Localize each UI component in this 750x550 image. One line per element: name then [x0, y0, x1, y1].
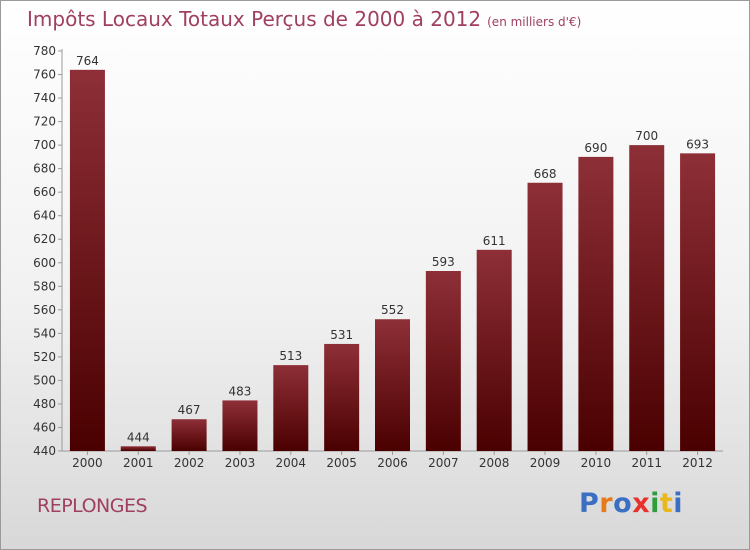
logo-letter: o	[613, 488, 633, 519]
y-tick-label: 480	[33, 397, 56, 411]
bar	[527, 182, 563, 451]
bar-value-label: 513	[279, 349, 302, 363]
bar	[476, 249, 512, 451]
y-tick-label: 600	[33, 256, 56, 270]
logo-letter: t	[659, 488, 674, 519]
x-tick-label: 2012	[682, 456, 713, 470]
bar-value-label: 668	[534, 167, 557, 181]
bar-value-label: 693	[686, 137, 709, 151]
proxiti-logo[interactable]: Proxiti	[579, 488, 683, 519]
x-tick-label: 2008	[479, 456, 510, 470]
bar	[425, 271, 461, 451]
bar	[120, 446, 156, 451]
y-tick-label: 660	[33, 185, 56, 199]
y-tick-label: 720	[33, 115, 56, 129]
y-tick-label: 620	[33, 232, 56, 246]
bar	[680, 153, 716, 451]
y-tick-label: 680	[33, 162, 56, 176]
chart-unit-note: (en milliers d'€)	[487, 15, 582, 29]
y-tick-label: 740	[33, 91, 56, 105]
bar	[375, 319, 410, 451]
bar	[273, 365, 309, 451]
bar	[578, 156, 614, 451]
bar-value-label: 467	[178, 403, 201, 417]
x-tick-label: 2006	[377, 456, 408, 470]
bar-value-label: 700	[635, 129, 658, 143]
logo-letter: P	[579, 488, 600, 519]
bar-value-label: 764	[76, 54, 99, 68]
chart-title: Impôts Locaux Totaux Perçus de 2000 à 20…	[27, 7, 581, 31]
y-tick-label: 780	[33, 44, 56, 58]
x-tick-label: 2011	[631, 456, 662, 470]
x-tick-label: 2004	[276, 456, 307, 470]
commune-name: REPLONGES	[37, 495, 148, 517]
bar	[629, 145, 665, 451]
bar	[324, 343, 360, 451]
x-tick-label: 2009	[530, 456, 561, 470]
logo-letter: i	[673, 488, 684, 519]
x-tick-label: 2001	[123, 456, 154, 470]
bar	[69, 69, 105, 451]
logo-letter: i	[650, 488, 660, 519]
bar-layer	[69, 69, 716, 451]
axis-layer: 440 460 480 500 520 540 560 580 600 620 640 660 680 7…	[33, 44, 723, 470]
x-tick-label: 2010	[581, 456, 612, 470]
bar-value-label: 552	[381, 303, 404, 317]
bar-value-label: 593	[432, 255, 455, 269]
bar-value-label: 611	[483, 234, 506, 248]
y-tick-label: 500	[33, 373, 56, 387]
logo-letter: r	[599, 488, 614, 519]
y-tick-label: 580	[33, 279, 56, 293]
y-tick-label: 440	[33, 444, 56, 458]
chart-title-text: Impôts Locaux Totaux Perçus de 2000 à 20…	[27, 7, 482, 31]
bar	[171, 419, 207, 451]
bar	[222, 400, 258, 451]
x-tick-label: 2000	[72, 456, 103, 470]
bar-value-label: 483	[229, 384, 252, 398]
y-tick-label: 460	[33, 420, 56, 434]
x-tick-label: 2005	[326, 456, 357, 470]
logo-letter: x	[632, 488, 651, 519]
bar-value-label: 690	[584, 141, 607, 155]
y-tick-label: 760	[33, 68, 56, 82]
x-tick-label: 2003	[225, 456, 256, 470]
label-layer: 764 444 467 483 513 531 552 593 611 668 690 700 693	[76, 54, 709, 444]
y-tick-label: 520	[33, 350, 56, 364]
y-tick-label: 560	[33, 303, 56, 317]
bar-value-label: 531	[330, 328, 353, 342]
x-tick-label: 2007	[428, 456, 459, 470]
x-tick-label: 2002	[174, 456, 205, 470]
y-tick-label: 700	[33, 138, 56, 152]
y-tick-label: 640	[33, 209, 56, 223]
bar-value-label: 444	[127, 430, 150, 444]
y-tick-label: 540	[33, 326, 56, 340]
